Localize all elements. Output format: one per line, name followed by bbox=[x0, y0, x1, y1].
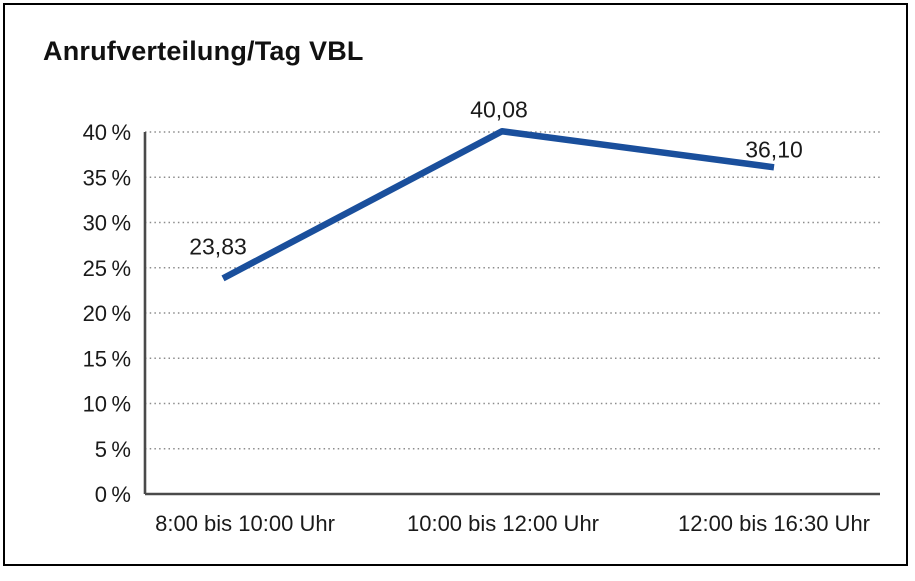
y-tick-label: 0 % bbox=[95, 482, 131, 507]
y-tick-label: 30 % bbox=[83, 211, 131, 236]
y-tick-label: 15 % bbox=[83, 346, 131, 371]
data-label: 36,10 bbox=[745, 136, 803, 162]
chart-frame: Anrufverteilung/Tag VBL 0 % 5 % 10 % 15 % 20… bbox=[3, 3, 908, 566]
y-tick-label: 40 % bbox=[83, 120, 131, 145]
y-tick-label: 20 % bbox=[83, 301, 131, 326]
y-tick-label: 5 % bbox=[95, 437, 131, 462]
data-label: 23,83 bbox=[189, 233, 247, 259]
y-tick-label: 35 % bbox=[83, 165, 131, 190]
line-chart: 0 % 5 % 10 % 15 % 20 % 25 % 30 % 35 % 40 % 23,83 4… bbox=[83, 96, 880, 536]
data-label: 40,08 bbox=[470, 96, 528, 122]
x-tick-label: 12:00 bis 16:30 Uhr bbox=[678, 511, 870, 536]
y-tick-label: 25 % bbox=[83, 256, 131, 281]
y-tick-label: 10 % bbox=[83, 392, 131, 417]
series-line bbox=[221, 128, 775, 282]
x-tick-label: 8:00 bis 10:00 Uhr bbox=[155, 511, 335, 536]
chart-title: Anrufverteilung/Tag VBL bbox=[43, 36, 364, 66]
x-tick-label: 10:00 bis 12:00 Uhr bbox=[407, 511, 599, 536]
